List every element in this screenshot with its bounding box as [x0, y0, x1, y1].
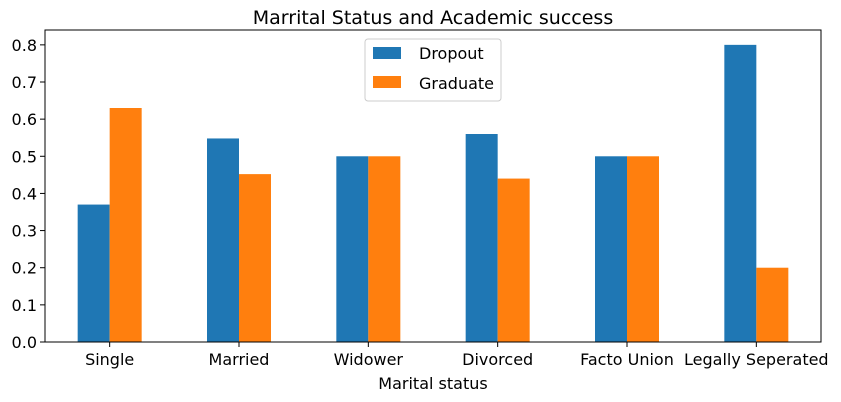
legend-swatch-dropout: [373, 47, 401, 59]
bars: [77, 44, 789, 342]
legend-label-graduate: Graduate: [419, 74, 494, 93]
legend-swatch-graduate: [373, 76, 401, 88]
y-tick-label: 0.8: [12, 36, 37, 55]
bar-graduate-divorced: [497, 178, 530, 342]
x-tick-label: Married: [209, 350, 270, 369]
x-tick-label: Single: [85, 350, 134, 369]
x-tick-label: Divorced: [462, 350, 533, 369]
legend-label-dropout: Dropout: [419, 44, 484, 63]
bar-dropout-married: [207, 138, 239, 342]
x-axis-label: Marital status: [378, 374, 487, 393]
bar-dropout-divorced: [465, 134, 498, 342]
x-tick-label: Legally Seperated: [684, 350, 829, 369]
y-tick-label: 0.4: [12, 184, 37, 203]
bar-graduate-legally-seperated: [756, 267, 789, 342]
y-tick-label: 0.2: [12, 259, 37, 278]
bar-dropout-legally-seperated: [724, 44, 757, 342]
y-tick-label: 0.1: [12, 296, 37, 315]
bar-graduate-single: [109, 108, 142, 342]
legend: Dropout Graduate: [364, 38, 502, 102]
x-tick-label: Widower: [334, 350, 404, 369]
bar-dropout-facto-union: [595, 156, 627, 342]
bar-graduate-married: [239, 174, 271, 342]
chart-title: Marrital Status and Academic success: [253, 7, 613, 29]
y-axis: 0.0 0.1 0.2 0.3 0.4 0.5 0.6 0.7 0.8: [12, 36, 45, 352]
y-tick-label: 0.3: [12, 222, 37, 241]
bar-dropout-widower: [336, 156, 369, 342]
x-tick-label: Facto Union: [580, 350, 674, 369]
bar-graduate-facto-union: [627, 156, 659, 342]
x-axis: Single Married Widower Divorced Facto Union L…: [85, 342, 829, 369]
y-tick-label: 0.0: [12, 333, 37, 352]
bar-graduate-widower: [368, 156, 401, 342]
y-tick-label: 0.6: [12, 110, 37, 129]
y-tick-label: 0.7: [12, 73, 37, 92]
y-tick-label: 0.5: [12, 147, 37, 166]
bar-dropout-single: [77, 204, 110, 342]
plot-frame: [44, 29, 822, 343]
